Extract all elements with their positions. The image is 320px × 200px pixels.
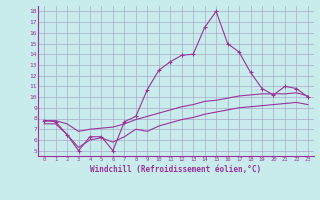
- X-axis label: Windchill (Refroidissement éolien,°C): Windchill (Refroidissement éolien,°C): [91, 165, 261, 174]
